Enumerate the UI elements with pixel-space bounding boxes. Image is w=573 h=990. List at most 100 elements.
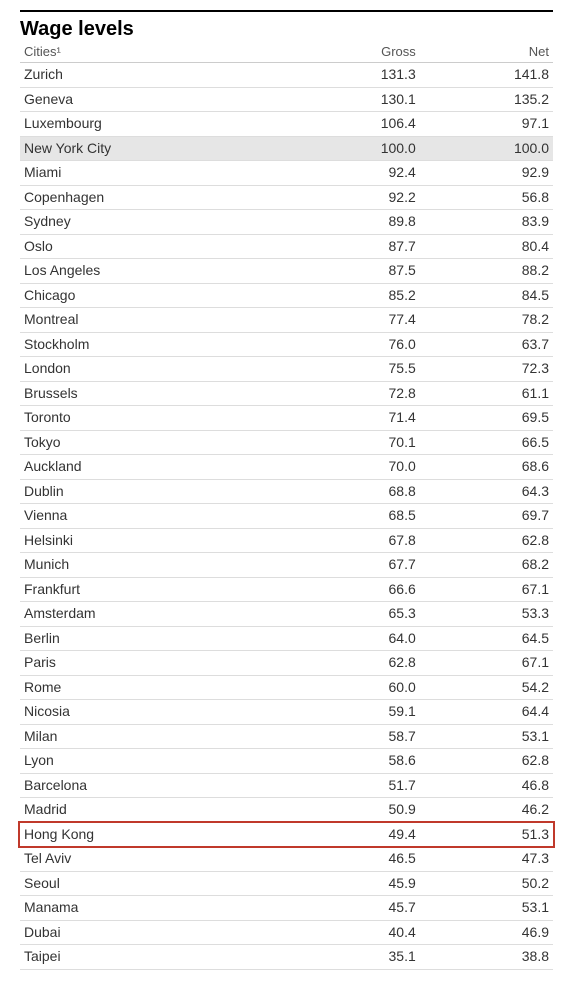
city-cell: Luxembourg bbox=[20, 112, 287, 137]
city-cell: Berlin bbox=[20, 626, 287, 651]
net-cell: 46.8 bbox=[420, 773, 553, 798]
city-cell: Brussels bbox=[20, 381, 287, 406]
gross-cell: 58.7 bbox=[287, 724, 420, 749]
net-cell: 69.5 bbox=[420, 406, 553, 431]
city-cell: Stockholm bbox=[20, 332, 287, 357]
table-row: Madrid50.946.2 bbox=[20, 798, 553, 823]
city-cell: Auckland bbox=[20, 455, 287, 480]
net-cell: 84.5 bbox=[420, 283, 553, 308]
table-row: Sydney89.883.9 bbox=[20, 210, 553, 235]
gross-cell: 35.1 bbox=[287, 945, 420, 970]
net-cell: 68.6 bbox=[420, 455, 553, 480]
gross-cell: 68.8 bbox=[287, 479, 420, 504]
table-row: Tokyo70.166.5 bbox=[20, 430, 553, 455]
table-row: Luxembourg106.497.1 bbox=[20, 112, 553, 137]
city-cell: Nicosia bbox=[20, 700, 287, 725]
gross-cell: 65.3 bbox=[287, 602, 420, 627]
city-cell: Amsterdam bbox=[20, 602, 287, 627]
net-cell: 51.3 bbox=[420, 822, 553, 847]
city-cell: Los Angeles bbox=[20, 259, 287, 284]
net-cell: 62.8 bbox=[420, 528, 553, 553]
gross-cell: 49.4 bbox=[287, 822, 420, 847]
net-cell: 141.8 bbox=[420, 63, 553, 88]
gross-cell: 92.4 bbox=[287, 161, 420, 186]
table-row: Stockholm76.063.7 bbox=[20, 332, 553, 357]
gross-cell: 70.0 bbox=[287, 455, 420, 480]
city-cell: Sydney bbox=[20, 210, 287, 235]
net-cell: 47.3 bbox=[420, 847, 553, 872]
net-cell: 56.8 bbox=[420, 185, 553, 210]
city-cell: Taipei bbox=[20, 945, 287, 970]
table-row: Vienna68.569.7 bbox=[20, 504, 553, 529]
net-cell: 83.9 bbox=[420, 210, 553, 235]
gross-cell: 100.0 bbox=[287, 136, 420, 161]
city-cell: New York City bbox=[20, 136, 287, 161]
gross-cell: 77.4 bbox=[287, 308, 420, 333]
table-row: Lyon58.662.8 bbox=[20, 749, 553, 774]
city-cell: Tokyo bbox=[20, 430, 287, 455]
city-cell: Barcelona bbox=[20, 773, 287, 798]
table-row: Chicago85.284.5 bbox=[20, 283, 553, 308]
gross-cell: 46.5 bbox=[287, 847, 420, 872]
city-cell: Copenhagen bbox=[20, 185, 287, 210]
table-row: Tel Aviv46.547.3 bbox=[20, 847, 553, 872]
table-row: New York City100.0100.0 bbox=[20, 136, 553, 161]
net-cell: 64.5 bbox=[420, 626, 553, 651]
gross-cell: 85.2 bbox=[287, 283, 420, 308]
net-cell: 50.2 bbox=[420, 871, 553, 896]
gross-cell: 51.7 bbox=[287, 773, 420, 798]
table-row: Auckland70.068.6 bbox=[20, 455, 553, 480]
gross-cell: 40.4 bbox=[287, 920, 420, 945]
table-row: London75.572.3 bbox=[20, 357, 553, 382]
table-row: Geneva130.1135.2 bbox=[20, 87, 553, 112]
header-gross: Gross bbox=[287, 41, 420, 63]
city-cell: Dubai bbox=[20, 920, 287, 945]
gross-cell: 68.5 bbox=[287, 504, 420, 529]
gross-cell: 67.7 bbox=[287, 553, 420, 578]
header-net: Net bbox=[420, 41, 553, 63]
gross-cell: 45.7 bbox=[287, 896, 420, 921]
gross-cell: 131.3 bbox=[287, 63, 420, 88]
city-cell: Dublin bbox=[20, 479, 287, 504]
net-cell: 88.2 bbox=[420, 259, 553, 284]
gross-cell: 72.8 bbox=[287, 381, 420, 406]
net-cell: 62.8 bbox=[420, 749, 553, 774]
table-title: Wage levels bbox=[20, 10, 553, 41]
net-cell: 66.5 bbox=[420, 430, 553, 455]
table-row: Montreal77.478.2 bbox=[20, 308, 553, 333]
table-row: Toronto71.469.5 bbox=[20, 406, 553, 431]
table-row: Frankfurt66.667.1 bbox=[20, 577, 553, 602]
net-cell: 53.1 bbox=[420, 896, 553, 921]
table-row: Nicosia59.164.4 bbox=[20, 700, 553, 725]
gross-cell: 66.6 bbox=[287, 577, 420, 602]
table-row: Taipei35.138.8 bbox=[20, 945, 553, 970]
table-row: Dubai40.446.9 bbox=[20, 920, 553, 945]
gross-cell: 76.0 bbox=[287, 332, 420, 357]
net-cell: 64.4 bbox=[420, 700, 553, 725]
city-cell: Hong Kong bbox=[20, 822, 287, 847]
net-cell: 100.0 bbox=[420, 136, 553, 161]
net-cell: 97.1 bbox=[420, 112, 553, 137]
net-cell: 53.3 bbox=[420, 602, 553, 627]
city-cell: Seoul bbox=[20, 871, 287, 896]
gross-cell: 75.5 bbox=[287, 357, 420, 382]
gross-cell: 87.5 bbox=[287, 259, 420, 284]
city-cell: Toronto bbox=[20, 406, 287, 431]
city-cell: Manama bbox=[20, 896, 287, 921]
wage-table: Cities¹ Gross Net Zurich131.3141.8Geneva… bbox=[20, 41, 553, 970]
gross-cell: 130.1 bbox=[287, 87, 420, 112]
net-cell: 63.7 bbox=[420, 332, 553, 357]
city-cell: Frankfurt bbox=[20, 577, 287, 602]
table-row: Amsterdam65.353.3 bbox=[20, 602, 553, 627]
net-cell: 72.3 bbox=[420, 357, 553, 382]
table-wrap: Cities¹ Gross Net Zurich131.3141.8Geneva… bbox=[20, 41, 553, 970]
city-cell: Miami bbox=[20, 161, 287, 186]
gross-cell: 64.0 bbox=[287, 626, 420, 651]
city-cell: Madrid bbox=[20, 798, 287, 823]
table-row: Berlin64.064.5 bbox=[20, 626, 553, 651]
table-row: Dublin68.864.3 bbox=[20, 479, 553, 504]
city-cell: Vienna bbox=[20, 504, 287, 529]
net-cell: 135.2 bbox=[420, 87, 553, 112]
gross-cell: 50.9 bbox=[287, 798, 420, 823]
gross-cell: 92.2 bbox=[287, 185, 420, 210]
